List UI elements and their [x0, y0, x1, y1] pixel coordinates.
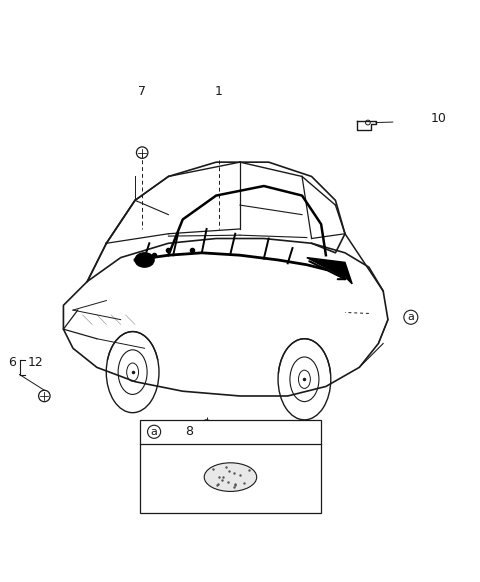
Text: 7: 7 — [138, 85, 146, 98]
Bar — [140, 420, 321, 513]
Text: 10: 10 — [431, 112, 447, 125]
Polygon shape — [307, 258, 352, 284]
Text: 9: 9 — [186, 463, 194, 476]
Text: a: a — [151, 427, 157, 436]
Text: 8: 8 — [185, 425, 193, 438]
Text: a: a — [408, 313, 414, 322]
Ellipse shape — [135, 253, 154, 267]
Ellipse shape — [204, 463, 257, 491]
Text: 6: 6 — [9, 356, 16, 369]
Text: 12: 12 — [28, 356, 43, 369]
Text: 1: 1 — [215, 85, 222, 98]
